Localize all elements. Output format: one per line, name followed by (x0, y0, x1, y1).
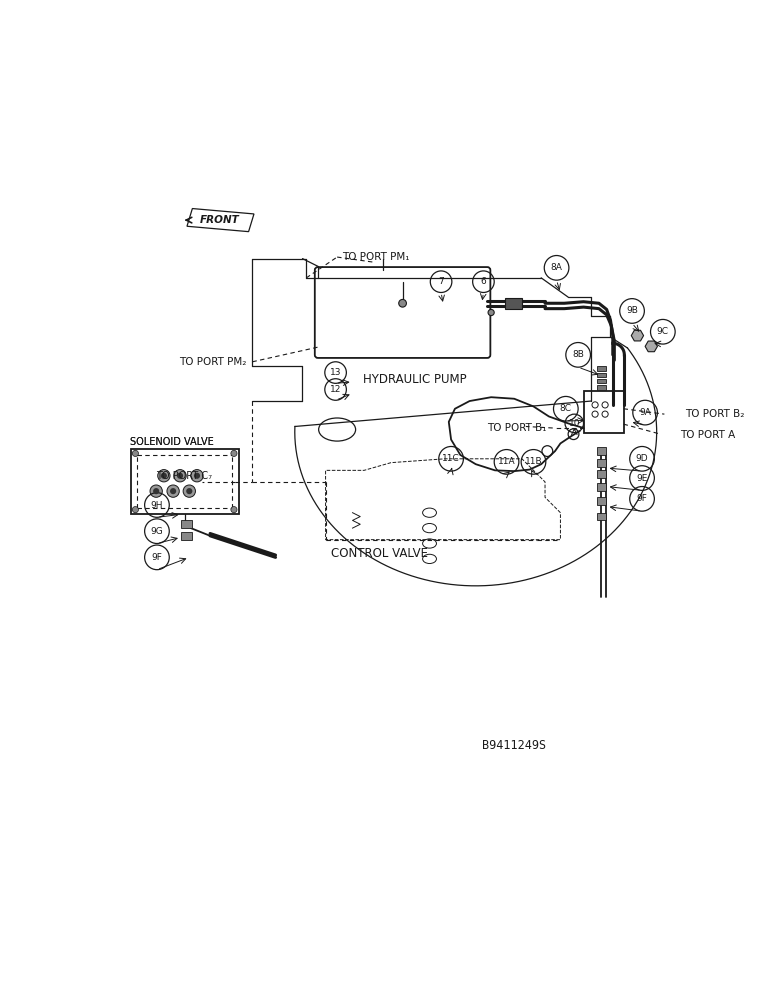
Circle shape (157, 470, 170, 482)
Circle shape (231, 507, 237, 513)
Text: TO PORT B₁: TO PORT B₁ (487, 423, 547, 433)
Text: 9H: 9H (151, 500, 163, 510)
Text: 13: 13 (330, 368, 341, 377)
FancyBboxPatch shape (597, 385, 606, 389)
Text: TO PORT PM₂: TO PORT PM₂ (178, 357, 246, 367)
FancyBboxPatch shape (597, 497, 606, 505)
Text: 8C: 8C (560, 404, 572, 413)
Circle shape (153, 488, 159, 494)
Text: SOLENOID VALVE: SOLENOID VALVE (130, 437, 213, 447)
Text: 9F: 9F (637, 494, 648, 503)
Polygon shape (631, 330, 644, 341)
Text: 12: 12 (330, 385, 341, 394)
Circle shape (191, 470, 203, 482)
Circle shape (161, 473, 167, 479)
Circle shape (174, 470, 186, 482)
Text: 6: 6 (480, 277, 486, 286)
FancyBboxPatch shape (597, 373, 606, 377)
Text: 7: 7 (438, 277, 444, 286)
Circle shape (170, 488, 176, 494)
Circle shape (231, 450, 237, 456)
Text: 11C: 11C (442, 454, 460, 463)
FancyBboxPatch shape (597, 483, 606, 491)
Text: TO PORT A: TO PORT A (681, 430, 736, 440)
Text: 10: 10 (568, 419, 580, 428)
Text: TO PORT PM₁: TO PORT PM₁ (342, 252, 409, 262)
Text: TO PORT C₇: TO PORT C₇ (156, 471, 212, 481)
Text: SOLENOID VALVE: SOLENOID VALVE (130, 437, 213, 447)
Circle shape (132, 507, 138, 513)
FancyBboxPatch shape (597, 459, 606, 466)
FancyBboxPatch shape (597, 379, 606, 383)
Circle shape (186, 488, 192, 494)
Text: CONTROL VALVE: CONTROL VALVE (331, 547, 428, 560)
Circle shape (183, 485, 195, 497)
Text: 9A: 9A (639, 408, 651, 417)
FancyBboxPatch shape (597, 470, 606, 478)
FancyBboxPatch shape (181, 520, 191, 528)
Circle shape (488, 309, 494, 316)
Circle shape (194, 473, 200, 479)
Text: 11A: 11A (498, 457, 516, 466)
FancyBboxPatch shape (181, 532, 191, 540)
Text: 9C: 9C (657, 327, 669, 336)
Text: 9G: 9G (151, 527, 164, 536)
Text: TO PORT B₂: TO PORT B₂ (686, 409, 744, 419)
FancyBboxPatch shape (597, 447, 606, 455)
FancyBboxPatch shape (505, 298, 522, 309)
Text: 8B: 8B (572, 350, 584, 359)
Text: 8A: 8A (550, 263, 563, 272)
Text: 9E: 9E (636, 474, 648, 483)
FancyBboxPatch shape (597, 366, 606, 371)
Text: 11B: 11B (525, 457, 542, 466)
FancyBboxPatch shape (597, 513, 606, 520)
Text: 9D: 9D (635, 454, 648, 463)
Circle shape (150, 485, 162, 497)
Polygon shape (645, 341, 658, 352)
Circle shape (132, 450, 138, 456)
Circle shape (177, 473, 183, 479)
Text: B9411249S: B9411249S (482, 739, 547, 752)
Text: FRONT: FRONT (200, 215, 240, 225)
Text: HYDRAULIC PUMP: HYDRAULIC PUMP (363, 373, 467, 386)
Circle shape (398, 299, 406, 307)
Text: 9B: 9B (626, 306, 638, 315)
Text: 9F: 9F (151, 553, 162, 562)
Circle shape (167, 485, 179, 497)
